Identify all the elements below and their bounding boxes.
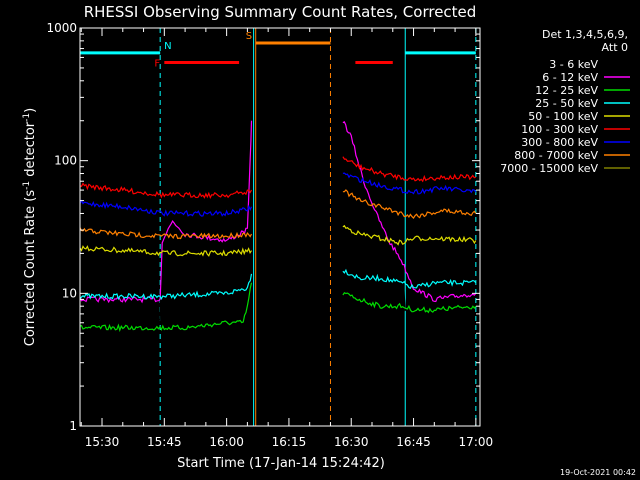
- y-axis-label: Corrected Count Rate (s-1 detector-1): [22, 108, 38, 346]
- series-line-6-12-kev-seg2: [342, 121, 477, 303]
- x-tick-label: 15:45: [147, 435, 182, 449]
- series-line-800-7000-kev-seg1: [79, 227, 253, 240]
- legend-label-6-12-kev: 6 - 12 keV: [542, 71, 598, 84]
- series-line-12-25-kev-seg2: [342, 292, 477, 314]
- series-line-6-12-kev-seg1: [79, 120, 253, 304]
- series-line-25-50-kev-seg1: [79, 273, 253, 301]
- series-line-300-800-kev-seg2: [342, 172, 477, 195]
- series-line-100-300-kev-seg1: [79, 182, 253, 199]
- chart-title: RHESSI Observing Summary Count Rates, Co…: [84, 3, 477, 21]
- legend-label-800-7000-kev: 800 - 7000 keV: [514, 149, 598, 162]
- x-tick-label: 16:00: [209, 435, 244, 449]
- x-axis-label: Start Time (17-Jan-14 15:24:42): [177, 456, 385, 471]
- legend-label-100-300-kev: 100 - 300 keV: [521, 123, 598, 136]
- legend-label-25-50-kev: 25 - 50 keV: [535, 97, 598, 110]
- series-line-50-100-kev-seg2: [342, 224, 477, 246]
- y-axis-label-exp2: -1: [22, 113, 32, 122]
- generation-timestamp: 19-Oct-2021 00:42: [560, 468, 636, 477]
- flag-letter-s: S: [246, 31, 252, 42]
- series-line-25-50-kev-seg2: [342, 268, 477, 289]
- series-line-300-800-kev-seg1: [79, 199, 253, 217]
- y-tick-label: 100: [54, 154, 77, 168]
- x-tick-label: 16:15: [272, 435, 307, 449]
- legend-label-7000-15000-kev: 7000 - 15000 keV: [500, 162, 598, 175]
- y-axis-label-exp1: -1: [22, 181, 32, 190]
- y-axis-label-end: ): [23, 108, 38, 113]
- y-axis-ticks: 1 10 100 1000: [46, 21, 480, 433]
- legend-label-50-100-kev: 50 - 100 keV: [528, 110, 598, 123]
- x-axis-ticks: 15:30 15:45 16:00 16:15 16:30 16:45 17:00: [80, 28, 494, 449]
- series-line-3-6-kev-seg1: [79, 120, 253, 322]
- legend-label-12-25-kev: 12 - 25 keV: [535, 84, 598, 97]
- x-tick-label: 15:30: [85, 435, 120, 449]
- series-line-800-7000-kev-seg2: [342, 189, 477, 220]
- x-tick-label: 17:00: [459, 435, 494, 449]
- vertical-markers: [159, 28, 477, 426]
- y-tick-label: 10: [62, 286, 77, 300]
- plot-area: NF S 1 10 100 1000 15:30 15:45 16:00 16:15 16:30…: [46, 21, 493, 449]
- y-tick-label: 1000: [46, 21, 77, 35]
- flag-letter-n: N: [164, 41, 171, 52]
- x-tick-label: 16:45: [396, 435, 431, 449]
- x-tick-label: 16:30: [334, 435, 369, 449]
- series-line-100-300-kev-seg2: [342, 156, 476, 183]
- legend-label-3-6-kev: 3 - 6 keV: [549, 58, 598, 71]
- legend-header-attenuator: Att 0: [602, 41, 628, 54]
- legend-header-detectors: Det 1,3,4,5,6,9,: [542, 28, 628, 41]
- y-tick-label: 1: [69, 419, 77, 433]
- series-line-12-25-kev-seg1: [79, 282, 253, 333]
- flag-letter-f: F: [154, 58, 160, 69]
- legend-label-300-800-kev: 300 - 800 keV: [521, 136, 598, 149]
- series-line-50-100-kev-seg1: [79, 245, 252, 257]
- plot-frame: [79, 27, 481, 427]
- y-axis-label-mid: detector: [23, 121, 38, 181]
- state-flags: NF S: [80, 31, 476, 69]
- series-lines: [79, 118, 477, 333]
- y-axis-label-main: Corrected Count Rate (s: [23, 190, 38, 347]
